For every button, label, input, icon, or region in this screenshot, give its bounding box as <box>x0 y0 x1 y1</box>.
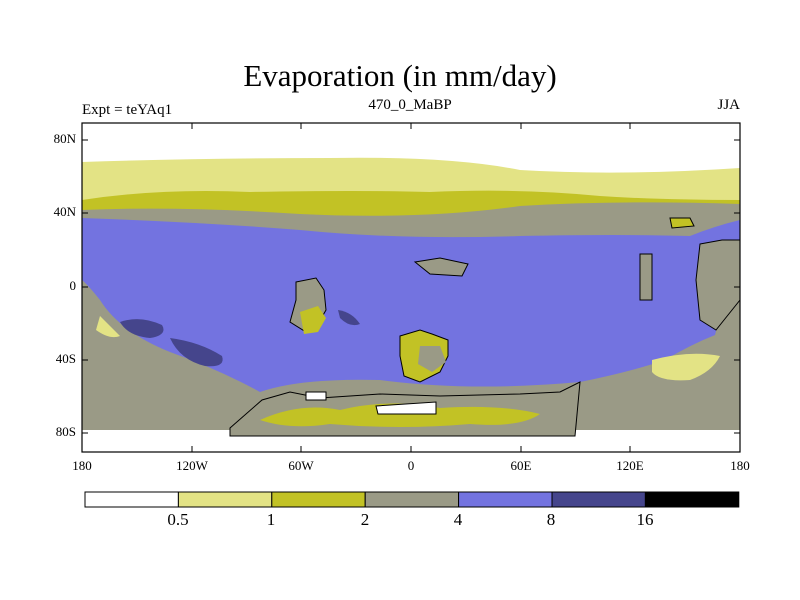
map-southeast-light <box>652 353 720 381</box>
map-dark-patch-2 <box>170 338 223 367</box>
colorbar-label: 0.5 <box>167 510 189 529</box>
colorbar-box <box>177 491 273 508</box>
y-tick-label: 40S <box>55 351 76 366</box>
map-southeast-light-2 <box>96 316 120 338</box>
colorbar-label: 8 <box>546 510 556 529</box>
x-tick-label: 60W <box>288 458 314 473</box>
experiment-label: Expt = teYAq1 <box>82 102 173 118</box>
colorbar-label: 1 <box>266 510 276 529</box>
map-dark-patch-3 <box>338 310 360 326</box>
x-tick-label: 120W <box>176 458 208 473</box>
colorbar-box <box>84 491 179 508</box>
y-tick-label: 80S <box>55 424 76 439</box>
map-continent-east <box>639 253 653 301</box>
x-ticks <box>81 123 741 452</box>
x-tick-label: 0 <box>407 458 415 473</box>
colorbar-box <box>364 491 460 508</box>
colorbar-box <box>644 491 740 508</box>
chart-title: Evaporation (in mm/day) <box>243 58 557 93</box>
colorbar-label: 4 <box>453 510 463 529</box>
colorbar-label: 16 <box>636 510 654 529</box>
x-tick-label: 180 <box>72 458 92 473</box>
colorbar <box>84 491 740 508</box>
x-tick-label: 180 <box>730 458 750 473</box>
map-dark-patch-1 <box>120 319 164 338</box>
map-continent-africa-inner <box>418 346 446 372</box>
map-southern-white-2 <box>305 391 327 401</box>
map-ocean-blue <box>82 218 740 392</box>
time-label: 470_0_MaBP <box>368 97 452 113</box>
colorbar-box <box>551 491 646 508</box>
y-tick-label: 80N <box>53 131 76 146</box>
colorbar-label: 2 <box>360 510 370 529</box>
colorbar-box <box>458 491 553 508</box>
y-tick-label: 40N <box>53 204 76 219</box>
map-southern-white <box>375 401 437 415</box>
map-continent-east-3 <box>669 217 695 229</box>
colorbar-box <box>271 491 366 508</box>
y-tick-label: 0 <box>69 278 77 293</box>
map-continent-east-2 <box>695 239 741 331</box>
map-continent-sa-inner <box>300 306 326 334</box>
map-band-north-light <box>82 157 740 200</box>
x-tick-label: 120E <box>616 458 644 473</box>
map-continent-north-small <box>413 257 469 277</box>
y-ticks <box>82 139 740 434</box>
x-tick-label: 60E <box>510 458 532 473</box>
season-label: JJA <box>717 97 740 113</box>
map-southern-yellow <box>260 403 540 427</box>
